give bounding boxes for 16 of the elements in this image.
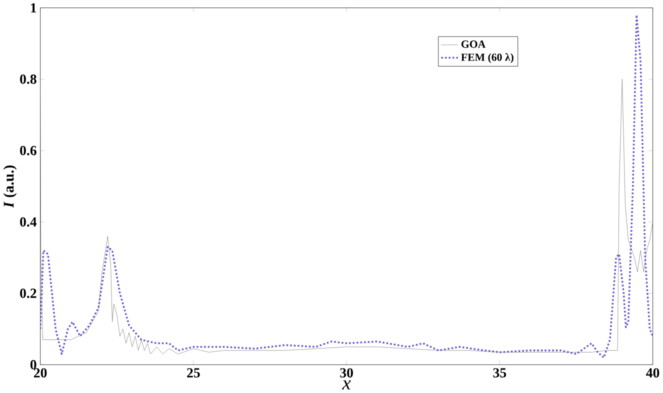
y-tick-label: 0 — [30, 360, 36, 370]
x-tick-label: 35 — [493, 368, 506, 378]
x-tick-label: 30 — [340, 368, 353, 378]
y-tick-label: 0.6 — [20, 146, 36, 156]
legend-label: FEM (60 λ) — [461, 53, 514, 64]
legend-label: GOA — [461, 40, 486, 48]
y-axis-title: I (a.u.) — [3, 166, 17, 208]
y-tick-label: 0.8 — [20, 74, 36, 84]
line-series — [40, 14, 653, 359]
x-tick-label: 20 — [34, 368, 47, 378]
y-tick-label: 0.2 — [20, 288, 36, 298]
x-axis-title: x — [342, 380, 351, 390]
y-tick-label: 0.4 — [20, 217, 37, 227]
x-tick-label: 40 — [646, 368, 660, 378]
y-tick-label: 1 — [31, 3, 36, 13]
x-tick-label: 25 — [187, 368, 200, 378]
